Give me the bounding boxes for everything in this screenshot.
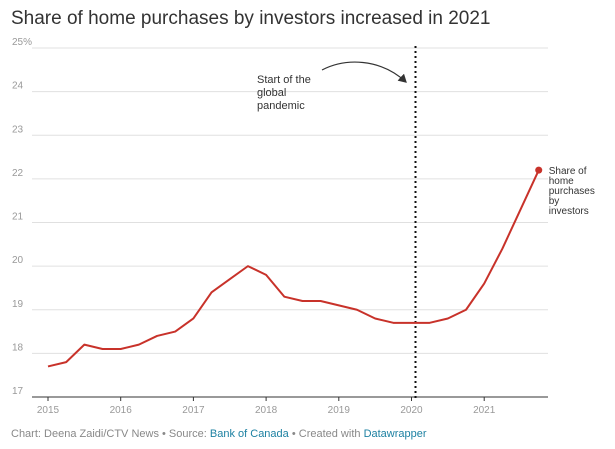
annotation-line: global [257,87,286,99]
source-link[interactable]: Bank of Canada [209,428,289,440]
x-tick-label: 2017 [182,405,205,416]
datawrapper-link[interactable]: Datawrapper [363,428,427,440]
y-tick-label: 20 [12,255,24,266]
x-tick-label: 2020 [400,405,423,416]
series-group: Share of home purchases by investors [47,166,595,368]
annotation-line: pandemic [257,100,305,112]
x-axis-ticks: 2015 2016 2017 2018 2019 2020 2021 [37,397,496,416]
series-label-line: by [549,196,560,207]
grid-lines [32,47,548,398]
y-tick-label: 25% [12,37,32,48]
series-end-point [535,166,543,174]
y-tick-label: 21 [12,212,24,223]
x-tick-label: 2016 [110,405,133,416]
y-tick-label: 23 [12,124,24,135]
footer-chart-prefix: Chart: [11,428,45,440]
chart-footer: Chart: Deena Zaidi/CTV News • Source: Ba… [11,428,427,440]
x-tick-label: 2018 [255,405,278,416]
y-tick-label: 18 [12,342,24,353]
series-label-line: home [549,176,574,187]
series-line [47,169,540,368]
y-tick-label: 17 [12,386,24,397]
y-tick-label: 22 [12,168,24,179]
footer-source-prefix: • Source: [158,428,210,440]
y-tick-label: 19 [12,299,24,310]
chart-title: Share of home purchases by investors inc… [11,8,491,29]
x-tick-label: 2019 [328,405,351,416]
series-label-line: Share of [549,166,587,177]
annotation-arrow [321,61,407,83]
x-tick-label: 2021 [473,405,496,416]
series-label: Share of home purchases by investors [549,166,595,217]
annotation-line: Start of the [257,74,311,86]
series-label-line: investors [549,206,589,217]
y-axis-ticks: 25% 24 23 22 21 20 19 18 17 [12,37,32,397]
pandemic-annotation-text: Start of the global pandemic [257,74,311,112]
footer-created-prefix: • Created with [288,428,364,440]
series-label-line: purchases [549,186,595,197]
annotation-group: Start of the global pandemic [257,61,407,112]
footer-chart-by: Deena Zaidi/CTV News [44,428,159,440]
y-tick-label: 24 [12,81,24,92]
x-tick-label: 2015 [37,405,60,416]
